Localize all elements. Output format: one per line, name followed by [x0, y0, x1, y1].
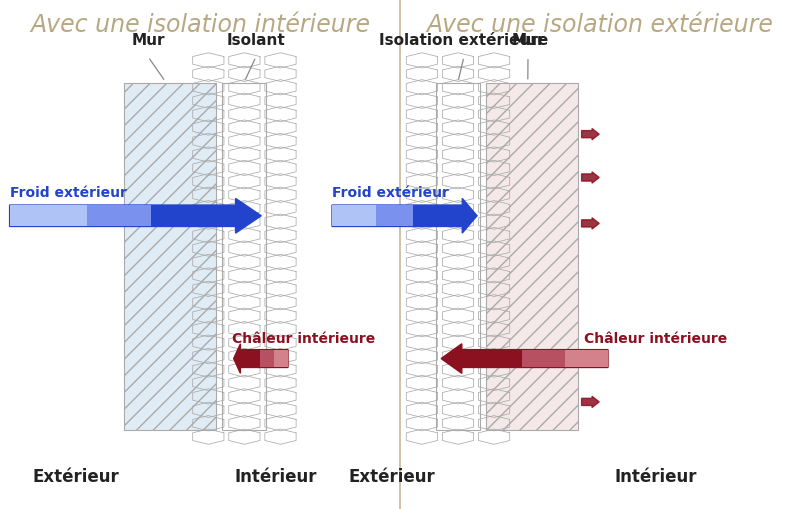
- FancyArrow shape: [332, 199, 477, 234]
- Text: Froid extérieur: Froid extérieur: [10, 185, 126, 200]
- Text: Mur: Mur: [511, 34, 545, 48]
- Bar: [124, 84, 216, 430]
- Text: Froid extérieur: Froid extérieur: [332, 185, 449, 200]
- FancyArrow shape: [582, 218, 599, 230]
- FancyArrow shape: [234, 344, 288, 374]
- FancyArrow shape: [565, 350, 608, 367]
- FancyArrow shape: [10, 199, 262, 234]
- Text: Extérieur: Extérieur: [349, 467, 435, 485]
- FancyArrow shape: [582, 397, 599, 408]
- Text: Mur: Mur: [131, 34, 165, 48]
- Text: Intérieur: Intérieur: [234, 467, 318, 485]
- Bar: [124, 84, 216, 430]
- Text: Isolant: Isolant: [226, 34, 286, 48]
- Text: Châleur intérieure: Châleur intérieure: [584, 331, 727, 346]
- Text: Intérieur: Intérieur: [614, 467, 698, 485]
- Text: Isolation extérieure: Isolation extérieure: [379, 34, 549, 48]
- Text: Avec une isolation intérieure: Avec une isolation intérieure: [30, 13, 370, 37]
- FancyArrow shape: [582, 173, 599, 184]
- Bar: [436, 84, 480, 430]
- FancyArrow shape: [332, 206, 376, 227]
- FancyArrow shape: [522, 350, 608, 367]
- Bar: [486, 84, 578, 430]
- FancyArrow shape: [582, 129, 599, 140]
- Text: Avec une isolation extérieure: Avec une isolation extérieure: [426, 13, 774, 37]
- FancyArrow shape: [10, 206, 151, 227]
- FancyArrow shape: [332, 206, 414, 227]
- FancyArrow shape: [582, 353, 599, 364]
- Bar: [486, 84, 578, 430]
- FancyArrow shape: [274, 350, 288, 367]
- FancyArrow shape: [441, 344, 608, 374]
- FancyArrow shape: [260, 350, 288, 367]
- Text: Extérieur: Extérieur: [33, 467, 119, 485]
- FancyArrow shape: [10, 206, 86, 227]
- Text: Châleur intérieure: Châleur intérieure: [232, 331, 375, 346]
- Bar: [222, 84, 266, 430]
